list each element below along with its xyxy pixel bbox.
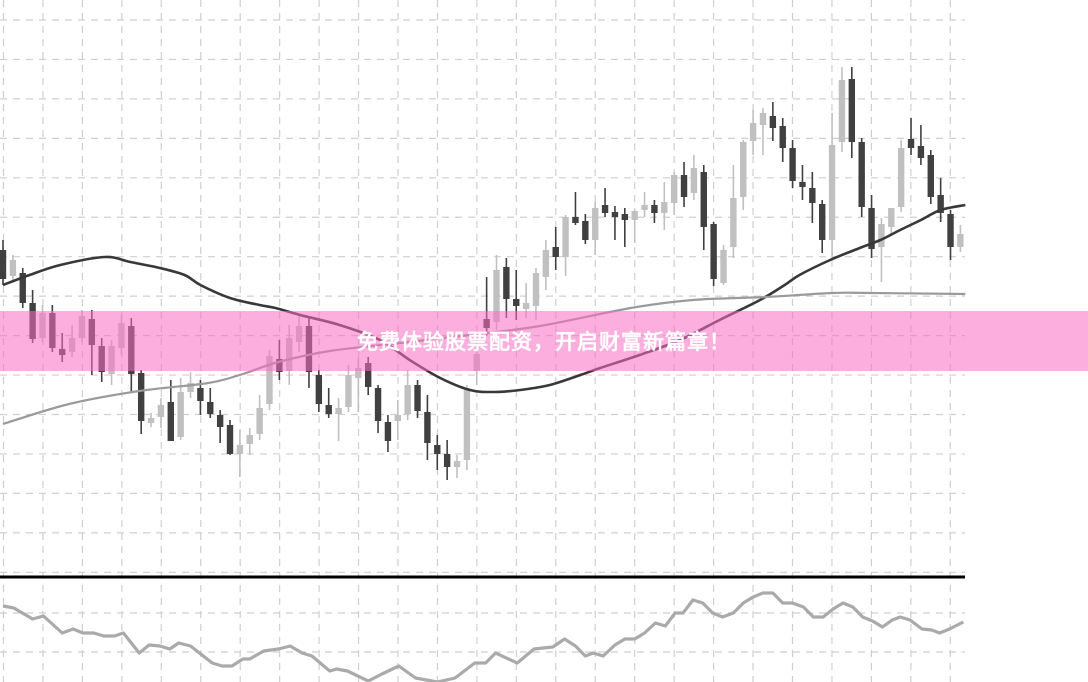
candle-bearish	[927, 155, 934, 197]
candle-bearish	[582, 221, 589, 240]
candle-bearish	[917, 146, 925, 158]
candle-bullish	[246, 435, 253, 444]
candle-bullish	[394, 415, 401, 421]
candle-bearish	[710, 224, 717, 279]
candle-bullish	[404, 385, 411, 414]
candle-bearish	[503, 267, 510, 299]
candle-bearish	[601, 205, 609, 213]
candle-bullish	[749, 123, 757, 141]
candle-bullish	[493, 270, 500, 322]
candle-bullish	[532, 273, 540, 306]
candle-bearish	[374, 388, 382, 421]
candle-bearish	[315, 375, 323, 404]
candle-bearish	[325, 405, 332, 414]
candle-bearish	[937, 195, 944, 213]
oscillator-panel	[2, 591, 965, 682]
candle-bullish	[631, 211, 638, 220]
candle-bullish	[147, 418, 155, 423]
candle-bearish	[700, 172, 707, 227]
candle-bearish	[207, 402, 214, 414]
candle-bearish	[19, 273, 26, 303]
candle-bearish	[858, 142, 865, 207]
candle-bullish	[266, 356, 273, 404]
candle-bearish	[779, 126, 786, 148]
candle-bullish	[463, 388, 471, 460]
candle-bearish	[611, 212, 619, 217]
candle-bullish	[236, 445, 244, 454]
candle-bearish	[137, 373, 145, 421]
candle-bearish	[513, 299, 520, 306]
candle-bullish	[335, 408, 342, 414]
candle-bearish	[414, 385, 421, 411]
candle-bearish	[226, 425, 234, 454]
candle-bullish	[562, 217, 569, 257]
candle-bearish	[769, 116, 777, 128]
candle-bearish	[364, 363, 372, 387]
candle-bullish	[878, 224, 885, 247]
promo-banner-text: 免费体验股票配资，开启财富新篇章！	[357, 330, 731, 354]
candle-bullish	[670, 175, 678, 203]
candle-bearish	[621, 214, 629, 220]
candle-bearish	[809, 188, 816, 203]
oscillator-line	[2, 591, 965, 682]
candle-bearish	[848, 79, 856, 142]
candle-bearish	[799, 182, 806, 187]
candle-bearish	[680, 175, 688, 197]
candle-bullish	[957, 234, 964, 247]
candle-bullish	[157, 405, 165, 417]
candle-bullish	[720, 250, 727, 283]
candle-bullish	[759, 113, 767, 125]
candle-bearish	[384, 422, 392, 441]
candle-bullish	[256, 408, 263, 434]
candle-bearish	[0, 250, 7, 279]
candle-bullish	[9, 260, 17, 276]
candle-bullish	[888, 208, 895, 227]
candle-bearish	[651, 205, 658, 213]
candle-bullish	[730, 198, 737, 247]
candle-bearish	[434, 445, 441, 454]
candle-bullish	[355, 368, 362, 378]
candle-bearish	[552, 247, 559, 257]
candle-bullish	[838, 80, 846, 142]
candle-bearish	[424, 412, 431, 443]
candle-bearish	[197, 388, 204, 401]
candle-bearish	[868, 208, 875, 249]
candle-bullish	[522, 303, 530, 309]
candle-bullish	[828, 145, 836, 240]
candle-bullish	[661, 202, 668, 213]
candle-bullish	[690, 168, 698, 193]
candle-bullish	[592, 208, 599, 240]
candle-bullish	[453, 461, 461, 467]
moving-average-fast	[2, 203, 966, 394]
candle-bullish	[345, 375, 352, 407]
candlestick-series	[0, 67, 964, 480]
candle-bearish	[572, 217, 579, 223]
candle-bullish	[177, 392, 184, 437]
candle-bullish	[740, 142, 747, 197]
promo-banner[interactable]: 免费体验股票配资，开启财富新篇章！	[0, 311, 1088, 371]
candle-bearish	[216, 415, 224, 427]
candle-bullish	[542, 250, 550, 277]
candle-bearish	[443, 454, 451, 467]
candle-bearish	[789, 148, 796, 181]
candle-bullish	[897, 148, 905, 207]
candle-bearish	[819, 204, 826, 240]
candle-bearish	[167, 402, 174, 441]
candle-bearish	[907, 139, 915, 148]
candle-bullish	[187, 383, 194, 392]
candle-bearish	[947, 214, 954, 247]
candle-bullish	[641, 205, 648, 210]
